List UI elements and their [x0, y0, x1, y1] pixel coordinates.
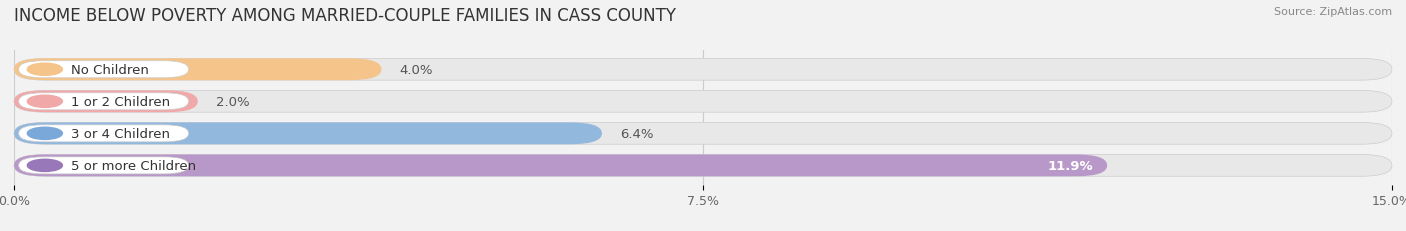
Circle shape [27, 96, 62, 108]
FancyBboxPatch shape [14, 123, 602, 145]
FancyBboxPatch shape [18, 125, 188, 142]
Text: 1 or 2 Children: 1 or 2 Children [70, 95, 170, 108]
FancyBboxPatch shape [18, 93, 188, 110]
Circle shape [27, 160, 62, 172]
FancyBboxPatch shape [14, 155, 1392, 176]
FancyBboxPatch shape [14, 155, 1107, 176]
Text: 4.0%: 4.0% [399, 64, 433, 76]
FancyBboxPatch shape [14, 59, 381, 81]
Text: 6.4%: 6.4% [620, 127, 654, 140]
FancyBboxPatch shape [18, 61, 188, 78]
Text: No Children: No Children [70, 64, 149, 76]
FancyBboxPatch shape [14, 91, 1392, 113]
Circle shape [27, 128, 62, 140]
Text: INCOME BELOW POVERTY AMONG MARRIED-COUPLE FAMILIES IN CASS COUNTY: INCOME BELOW POVERTY AMONG MARRIED-COUPL… [14, 7, 676, 25]
FancyBboxPatch shape [14, 123, 1392, 145]
FancyBboxPatch shape [14, 59, 1392, 81]
FancyBboxPatch shape [14, 91, 198, 113]
Text: 5 or more Children: 5 or more Children [70, 159, 195, 172]
Circle shape [27, 64, 62, 76]
Text: 3 or 4 Children: 3 or 4 Children [70, 127, 170, 140]
Text: 2.0%: 2.0% [217, 95, 250, 108]
Text: Source: ZipAtlas.com: Source: ZipAtlas.com [1274, 7, 1392, 17]
FancyBboxPatch shape [18, 157, 188, 174]
Text: 11.9%: 11.9% [1047, 159, 1094, 172]
